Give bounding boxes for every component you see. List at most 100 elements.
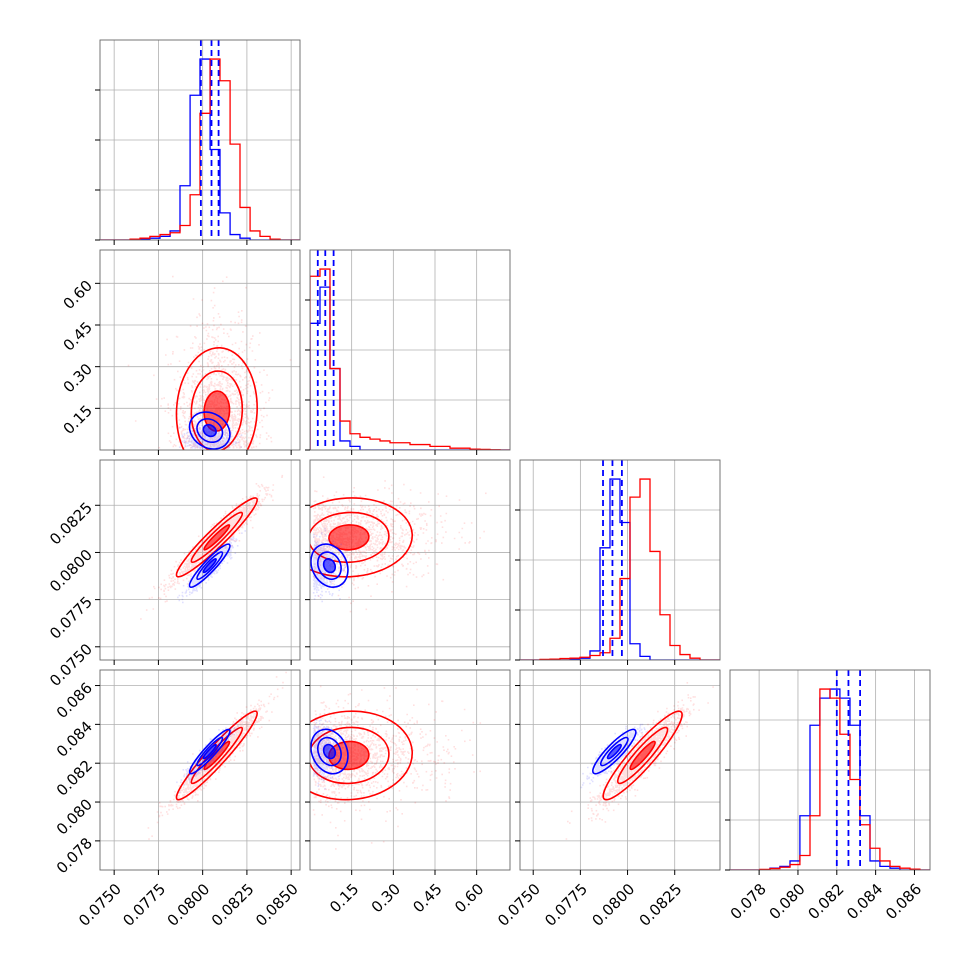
scatter-points	[140, 474, 284, 620]
contour-level-0	[322, 558, 337, 574]
contour-level-1	[599, 736, 629, 767]
y-tick-label: 0.15	[60, 402, 96, 438]
contour-level-1	[196, 418, 224, 444]
x-tick-label: 0.0825	[636, 880, 686, 930]
contour-level-1	[196, 551, 224, 581]
contour-level-2	[188, 543, 231, 588]
y-tick-label: 0.60	[60, 277, 96, 313]
x-tick-label: 0.0775	[119, 880, 169, 930]
hist-series-1	[730, 688, 930, 870]
x-tick-label: 0.080	[766, 880, 809, 923]
panel-body	[310, 250, 510, 450]
contour-level-2	[188, 411, 231, 450]
contour-level-1	[310, 511, 390, 564]
contour-series-1	[175, 346, 258, 450]
panel-1-0: 0.15 0.30 0.45 0.60	[60, 249, 301, 455]
y-tick-label: 0.078	[53, 834, 96, 877]
panel-frame	[99, 669, 301, 871]
y-tick-label: 0.0775	[46, 593, 96, 643]
contour-level-1	[190, 370, 244, 450]
x-tick-label: 0.0800	[164, 880, 214, 930]
panel-body	[520, 460, 720, 660]
x-tick-label: 0.0800	[588, 880, 638, 930]
contour-level-1	[196, 736, 224, 767]
contour-series-1	[602, 710, 683, 801]
contour-series-1	[175, 497, 258, 578]
hist-series-1	[520, 478, 720, 660]
contour-level-2	[175, 497, 258, 578]
scatter-points	[127, 275, 292, 449]
x-tick-label: 0.082	[804, 880, 847, 923]
grid-lines	[100, 670, 300, 870]
panel-1-1	[305, 249, 511, 455]
contour-series-0	[310, 728, 349, 775]
y-tick-label: 0.0825	[46, 499, 96, 549]
contour-series-1	[310, 497, 414, 578]
contour-level-2	[310, 710, 414, 801]
contour-level-0	[203, 524, 231, 551]
contour-level-0	[202, 423, 217, 438]
contour-level-2	[602, 710, 683, 801]
panel-2-2	[515, 459, 721, 665]
contour-series-0	[188, 728, 231, 775]
x-tick-label: 0.086	[882, 880, 925, 923]
x-tick-label: 0.0750	[75, 880, 125, 930]
x-tick-label: 0.0750	[494, 880, 544, 930]
contour-level-1	[316, 736, 342, 767]
scatter-series-1	[127, 275, 292, 449]
contour-level-0	[328, 524, 370, 551]
contour-series-0	[188, 411, 231, 450]
x-tick-label: 0.0775	[541, 880, 591, 930]
contour-level-1	[316, 551, 342, 581]
grid-lines	[100, 460, 300, 660]
contour-level-2	[188, 728, 231, 775]
grid-lines	[310, 460, 510, 660]
panel-body	[147, 671, 287, 840]
y-tick-label: 0.080	[53, 795, 96, 838]
y-tick-label: 0.30	[60, 360, 96, 396]
scatter-series-0	[176, 719, 242, 793]
hist-series-0	[520, 478, 720, 660]
x-tick-label: 0.60	[451, 880, 487, 916]
panel-3-1: 0.15 0.30 0.45 0.60	[305, 669, 511, 916]
contour-level-0	[202, 558, 217, 574]
panel-frame	[309, 459, 511, 661]
contour-level-2	[310, 497, 414, 578]
contour-level-1	[190, 511, 244, 564]
y-tick-label: 0.084	[53, 718, 96, 761]
contour-level-2	[310, 728, 349, 775]
contour-level-1	[616, 726, 669, 785]
panel-0-0	[95, 39, 301, 245]
grid-lines	[100, 250, 300, 450]
y-tick-label: 0.45	[60, 318, 96, 354]
contour-level-0	[629, 740, 656, 771]
contour-level-2	[310, 543, 349, 588]
hist-series-0	[730, 688, 930, 870]
panel-frame	[99, 459, 301, 661]
panel-frame	[309, 669, 511, 871]
contour-level-0	[606, 743, 622, 760]
grid-lines	[310, 250, 510, 450]
contour-level-1	[310, 726, 390, 785]
contour-level-0	[202, 743, 217, 760]
hist-series-1	[310, 268, 510, 450]
x-tick-label: 0.0850	[252, 880, 302, 930]
grid-lines	[310, 670, 510, 870]
x-tick-label: 0.078	[727, 880, 770, 923]
x-tick-label: 0.30	[368, 880, 404, 916]
x-tick-label: 0.0825	[208, 880, 258, 930]
x-tick-label: 0.45	[409, 880, 445, 916]
contour-series-1	[310, 710, 414, 801]
x-tick-label: 0.15	[326, 880, 362, 916]
grid-lines	[730, 670, 930, 870]
grid-lines	[520, 670, 720, 870]
panel-body	[100, 40, 300, 240]
x-tick-label: 0.084	[843, 880, 886, 923]
contour-series-0	[188, 543, 231, 588]
panel-body	[140, 474, 284, 620]
contour-series-0	[592, 728, 637, 775]
